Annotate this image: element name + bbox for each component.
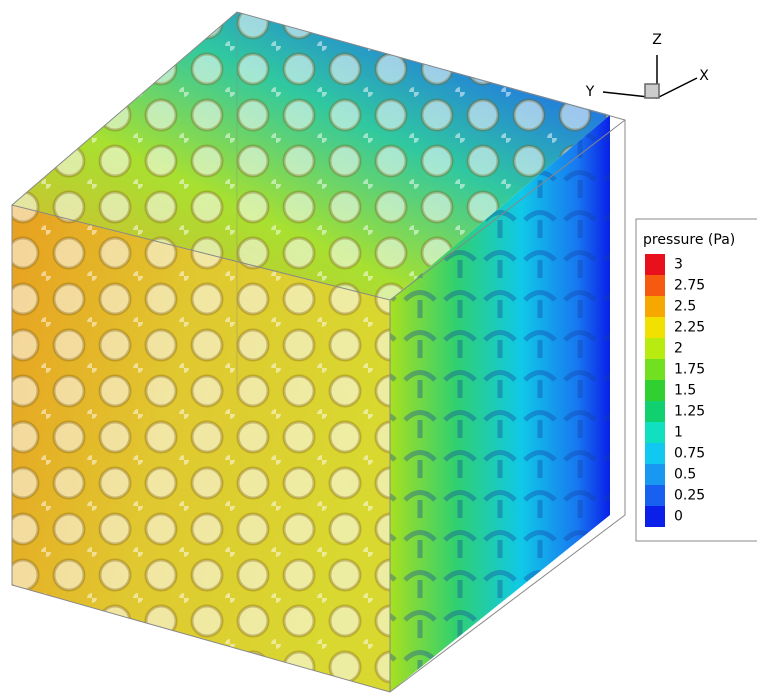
x-label: X xyxy=(699,68,709,84)
legend-label: 2.75 xyxy=(674,278,705,294)
legend-swatch xyxy=(645,485,665,506)
legend-label: 2.5 xyxy=(674,299,696,315)
legend-label: 0.5 xyxy=(674,467,696,483)
x-axis xyxy=(657,78,697,98)
legend-swatch xyxy=(645,443,665,464)
legend-swatch xyxy=(645,380,665,401)
legend-label: 2.25 xyxy=(674,320,705,336)
scene: Z Y X pressure (Pa) 3 2.75 2.5 2.25 2 1.75 1.5… xyxy=(0,0,757,696)
legend-swatch xyxy=(645,401,665,422)
legend-title: pressure (Pa) xyxy=(643,232,735,248)
legend-label: 0.25 xyxy=(674,488,705,504)
page: {"legend": {"title": "pressure (Pa)", "l… xyxy=(0,0,757,696)
legend-swatch xyxy=(645,254,665,275)
legend-label: 1 xyxy=(674,425,683,441)
triad-cube xyxy=(645,84,659,98)
legend-swatch xyxy=(645,464,665,485)
axis-triad xyxy=(603,55,697,98)
legend-label: 1.75 xyxy=(674,362,705,378)
legend-swatch xyxy=(645,317,665,338)
legend-label: 2 xyxy=(674,341,683,357)
legend-label: 0.75 xyxy=(674,446,705,462)
legend-swatch xyxy=(645,422,665,443)
legend-label: 1.5 xyxy=(674,383,696,399)
legend-swatch xyxy=(645,275,665,296)
legend-label: 3 xyxy=(674,257,683,273)
legend-label: 0 xyxy=(674,509,683,525)
legend-swatch xyxy=(645,359,665,380)
y-label: Y xyxy=(585,84,595,100)
legend-swatch xyxy=(645,506,665,527)
legend-label: 1.25 xyxy=(674,404,705,420)
z-label: Z xyxy=(652,32,662,48)
legend-swatch xyxy=(645,296,665,317)
legend-swatch xyxy=(645,338,665,359)
